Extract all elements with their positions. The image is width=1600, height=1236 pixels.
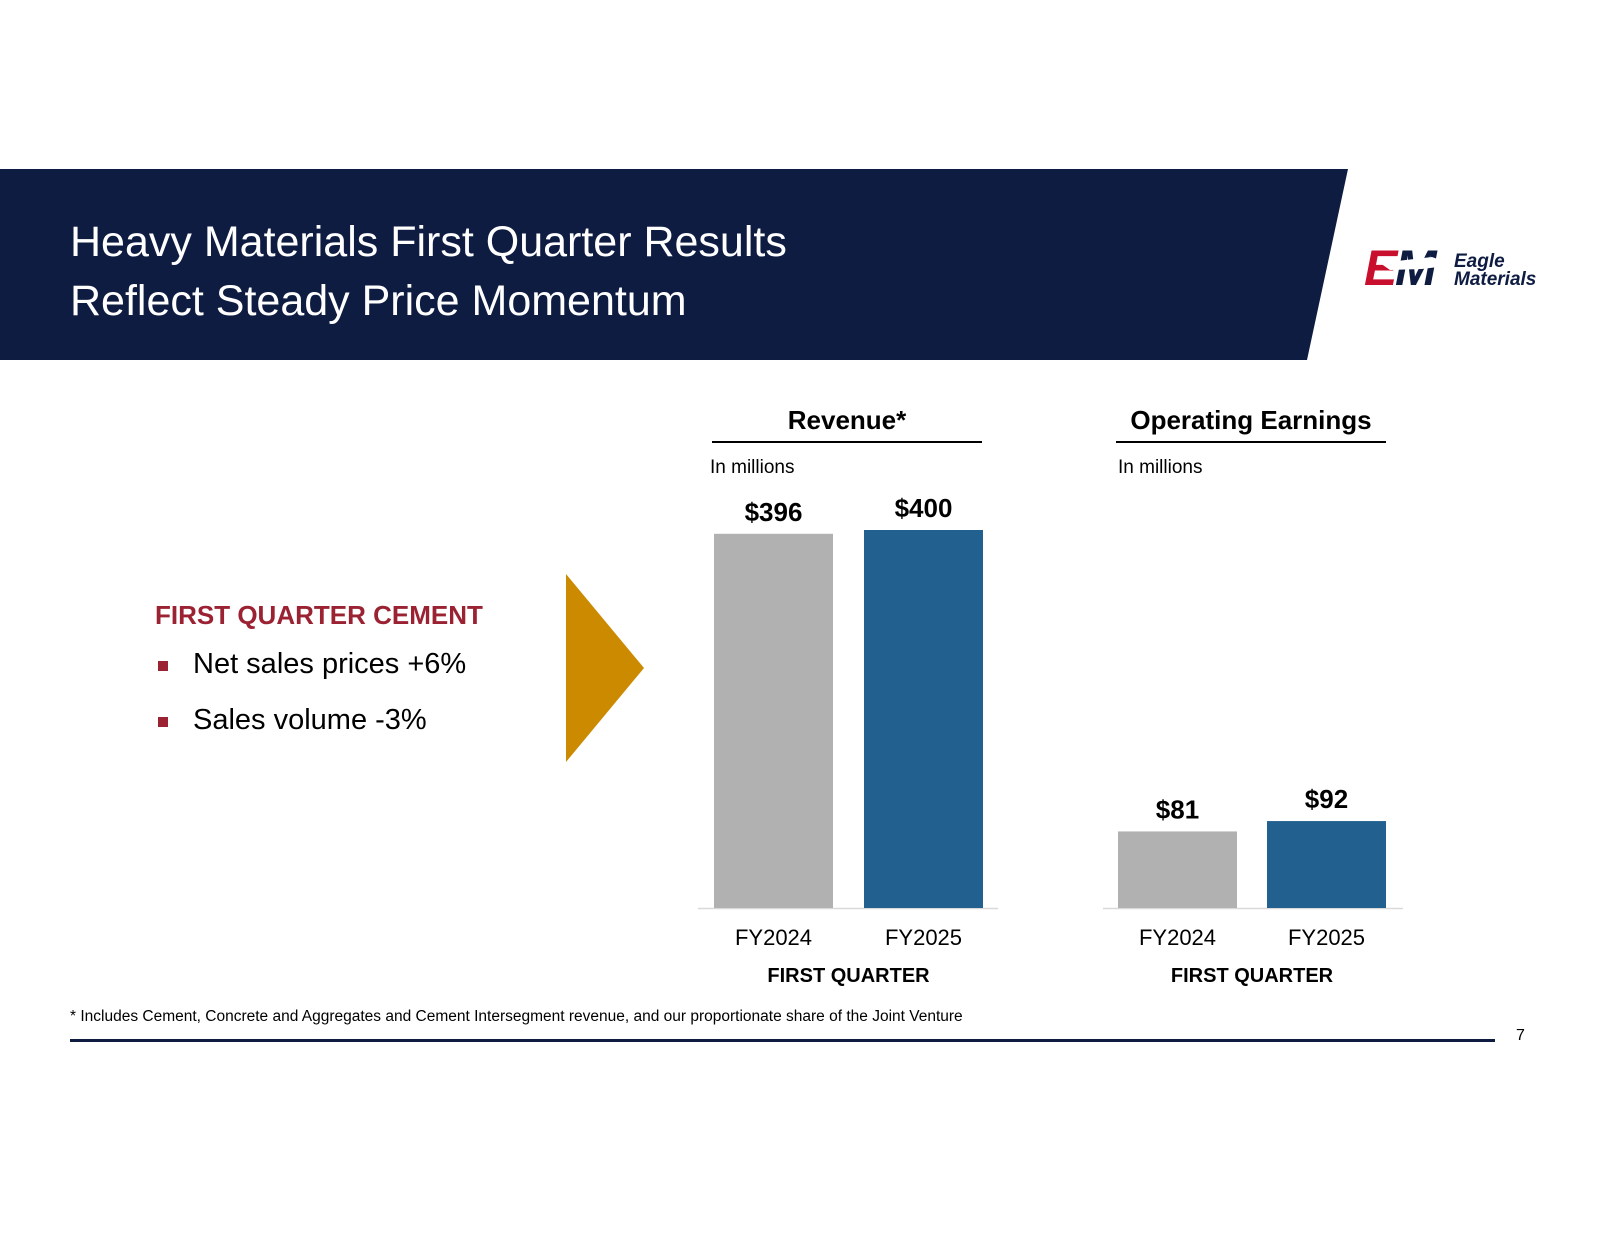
x-tick-label: FY2025 xyxy=(1288,925,1365,950)
eagle-materials-logo: E M Eagle Materials xyxy=(1362,243,1547,293)
highlight-text: Net sales prices +6% xyxy=(193,648,467,680)
bar-value-label: $81 xyxy=(1156,794,1199,824)
chart-unit-note: In millions xyxy=(710,457,795,478)
right-arrow-icon xyxy=(566,574,644,762)
footer-divider xyxy=(70,1039,1495,1042)
page-title: Heavy Materials First Quarter Results Re… xyxy=(70,213,787,331)
x-axis-title: FIRST QUARTER xyxy=(1171,965,1334,987)
bar-fy2024 xyxy=(714,533,833,908)
banner-shape xyxy=(0,169,1348,360)
highlight-text: Sales volume -3% xyxy=(193,704,427,736)
bar-fy2025 xyxy=(1267,821,1386,908)
em-monogram-icon: E M xyxy=(1364,243,1454,293)
bar-value-label: $396 xyxy=(745,497,803,527)
bullet-square-icon xyxy=(158,717,168,727)
logo-wordmark: Eagle Materials xyxy=(1454,251,1537,290)
x-axis-title: FIRST QUARTER xyxy=(767,965,930,987)
page-title-line2: Reflect Steady Price Momentum xyxy=(70,277,687,325)
chart-title: Revenue* xyxy=(787,405,907,435)
bar-fy2025 xyxy=(864,530,983,908)
logo-word-eagle: Eagle xyxy=(1454,251,1505,272)
page-title-line1: Heavy Materials First Quarter Results xyxy=(70,218,787,266)
bullet-square-icon xyxy=(158,661,168,671)
chart-title: Operating Earnings xyxy=(1130,405,1372,435)
x-tick-label: FY2025 xyxy=(885,925,962,950)
x-tick-label: FY2024 xyxy=(735,925,812,950)
logo-word-materials: Materials xyxy=(1454,269,1537,290)
revenue-chart-plot: $396 FY2024 $400 FY2025 FIRST QUARTER xyxy=(698,493,998,987)
highlights-heading: FIRST QUARTER CEMENT xyxy=(155,600,483,630)
chart-title-rule xyxy=(712,441,982,443)
footnote: * Includes Cement, Concrete and Aggregat… xyxy=(70,1008,963,1025)
bar-value-label: $92 xyxy=(1305,784,1348,814)
chart-title-rule xyxy=(1116,441,1386,443)
page-number: 7 xyxy=(1516,1027,1525,1044)
title-banner xyxy=(0,169,1600,360)
bar-value-label: $400 xyxy=(895,493,953,523)
chart-unit-note: In millions xyxy=(1118,457,1203,478)
operating-earnings-chart-plot: $81 FY2024 $92 FY2025 FIRST QUARTER xyxy=(1103,784,1403,987)
bar-fy2024 xyxy=(1118,831,1237,908)
x-tick-label: FY2024 xyxy=(1139,925,1216,950)
